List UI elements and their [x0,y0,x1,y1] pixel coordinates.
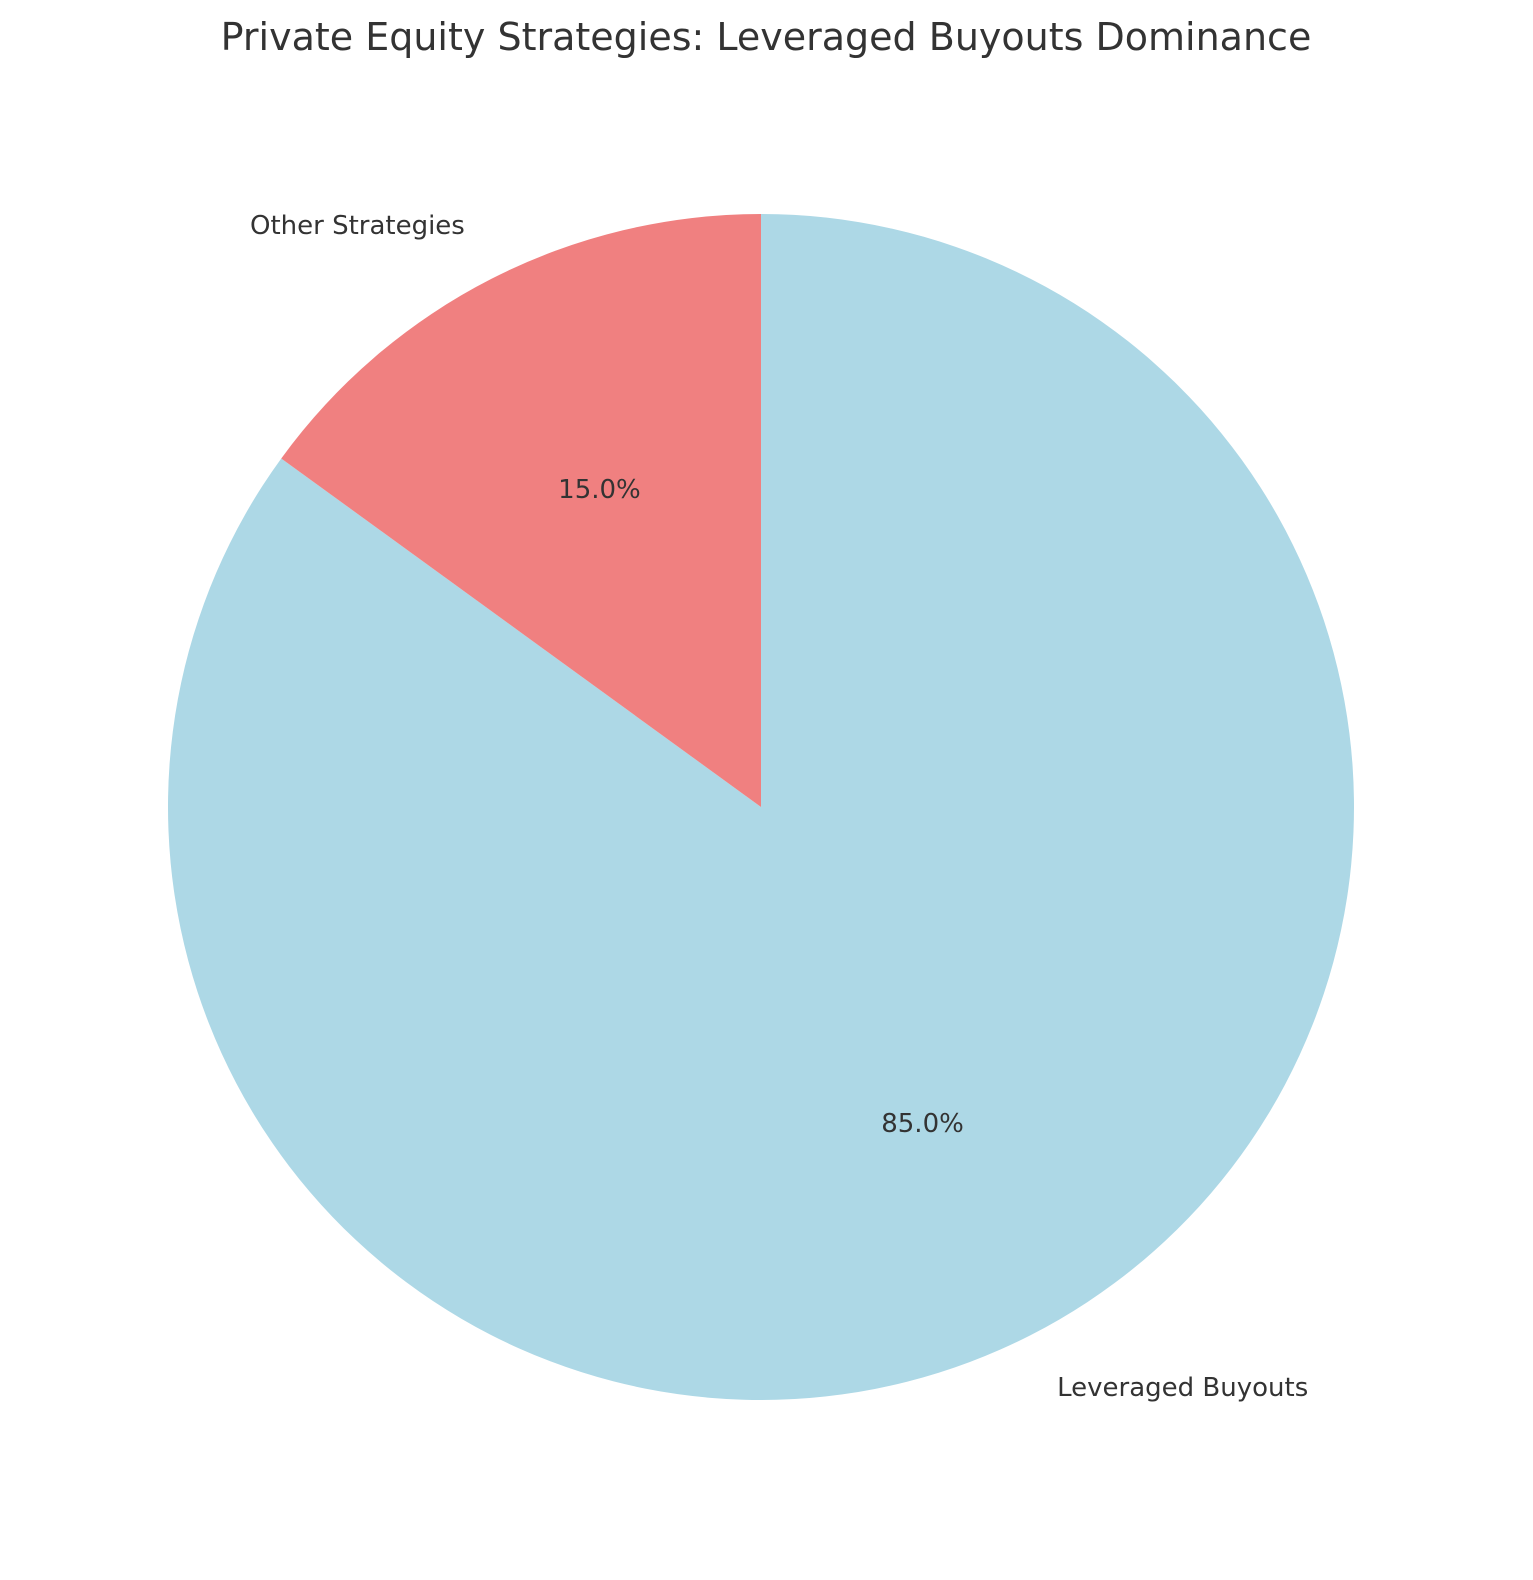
pie-category-label: Other Strategies [250,211,465,241]
pie-slices [167,214,1354,1400]
pie-slice-leveraged-buyouts [167,214,1354,1400]
pie-category-label: Leveraged Buyouts [1057,1373,1308,1403]
pie-pct-label: 15.0% [558,475,641,505]
pie-slice-other-strategies [281,214,761,807]
chart-title: Private Equity Strategies: Leveraged Buy… [221,15,1312,59]
pie-labels: 85.0% Leveraged Buyouts 15.0% Other Strateg… [250,211,1308,1403]
pie-pct-label: 85.0% [881,1109,964,1139]
